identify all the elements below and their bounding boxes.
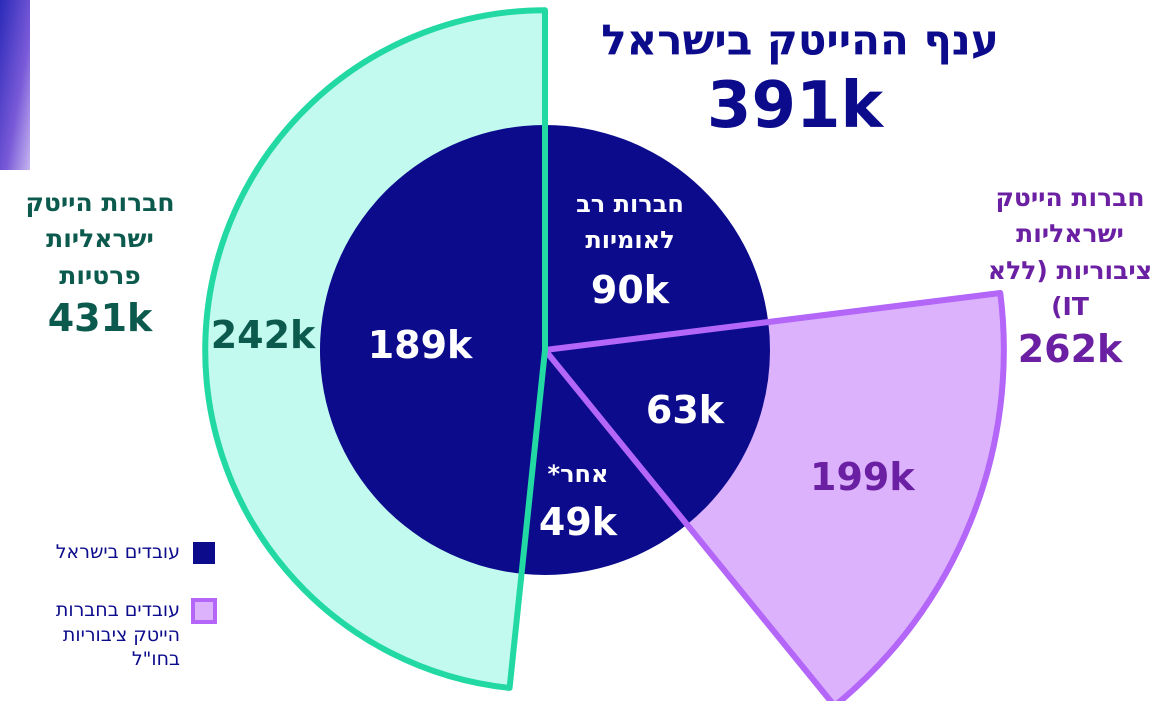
group-total: 431k	[47, 295, 153, 340]
group-name: חברות הייטק ישראליות ציבוריות (ללא IT)	[987, 183, 1153, 321]
group-name: חברות הייטק ישראליות פרטיות	[25, 188, 175, 290]
value-label: 189k	[367, 323, 473, 367]
category-label: חברות רב לאומיות	[576, 190, 684, 254]
legend-swatch	[193, 542, 215, 564]
outer-value-label: 199k	[810, 455, 915, 500]
total-label: 391k	[706, 69, 884, 143]
chart-title: ענף ההייטק בישראל	[601, 15, 999, 65]
value-label: 90k	[590, 268, 670, 312]
legend-label: עובדים בישראל	[55, 541, 180, 563]
outer-outline	[202, 7, 548, 691]
value-label: 63k	[645, 388, 725, 432]
pie-slice	[545, 125, 769, 350]
group-total: 262k	[1017, 327, 1123, 371]
pie-slice	[521, 350, 687, 575]
category-label: אחר*	[547, 460, 609, 488]
group-label: חברות הייטק ישראליות ציבוריות (ללא IT) 26…	[988, 180, 1153, 374]
legend-swatch	[191, 598, 217, 624]
value-label: 49k	[538, 500, 618, 544]
legend-label: עובדים בחברות הייטק ציבוריות בחו"ל	[55, 599, 180, 671]
decoration	[0, 0, 30, 170]
outer-outline	[542, 290, 1007, 701]
pie-slice	[319, 125, 545, 574]
outer-value-label: 242k	[210, 313, 316, 358]
group-label: חברות הייטק ישראליות פרטיות 431k	[18, 185, 183, 343]
pie-slice	[545, 322, 770, 525]
